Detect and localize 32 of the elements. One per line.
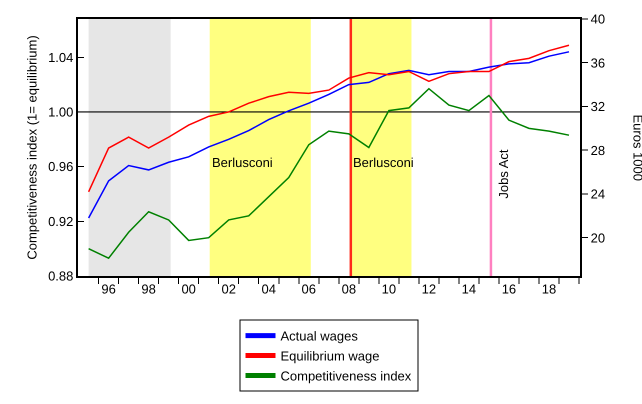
y-tick-label: 1.04: [48, 50, 74, 65]
line-series: [88, 51, 570, 219]
x-tick-label: 10: [382, 282, 396, 297]
y2-tick-label: 24: [590, 186, 606, 202]
x-tick-label: 06: [302, 282, 316, 297]
x-tick-label: 16: [502, 282, 516, 297]
y-tick-label: 0.92: [48, 214, 74, 229]
x-tick-label: 98: [141, 282, 156, 297]
x-tick-label: 08: [342, 282, 356, 297]
line-series: [88, 88, 570, 259]
band-label: Berlusconi: [212, 155, 273, 170]
y-axis-title: Competitiveness index (1= equilibrium): [24, 35, 40, 260]
x-tick-label: 96: [101, 282, 116, 297]
y2-tick-label: 20: [590, 230, 606, 246]
y-tick-label: 0.88: [48, 268, 74, 284]
x-tick-label: 00: [181, 282, 196, 297]
y2-tick-label: 32: [590, 99, 606, 114]
y-tick-label: 1.00: [48, 104, 74, 120]
x-tick-label: 14: [462, 282, 476, 297]
legend-label: Competitiveness index: [280, 368, 412, 384]
y2-tick-label: 28: [590, 142, 606, 158]
legend-label: Equilibrium wage: [280, 348, 380, 364]
x-tick-label: 12: [422, 282, 436, 297]
ref-line-label: Jobs Act: [496, 149, 512, 199]
y-tick-label: 0.96: [48, 159, 74, 174]
y2-tick-label: 40: [590, 12, 606, 27]
legend-label: Actual wages: [280, 328, 358, 344]
y2-tick-label: 36: [590, 55, 606, 70]
x-tick-label: 04: [262, 282, 276, 297]
x-tick-label: 02: [221, 282, 236, 297]
x-tick-label: 18: [542, 282, 556, 297]
band-label: Berlusconi: [353, 155, 414, 170]
